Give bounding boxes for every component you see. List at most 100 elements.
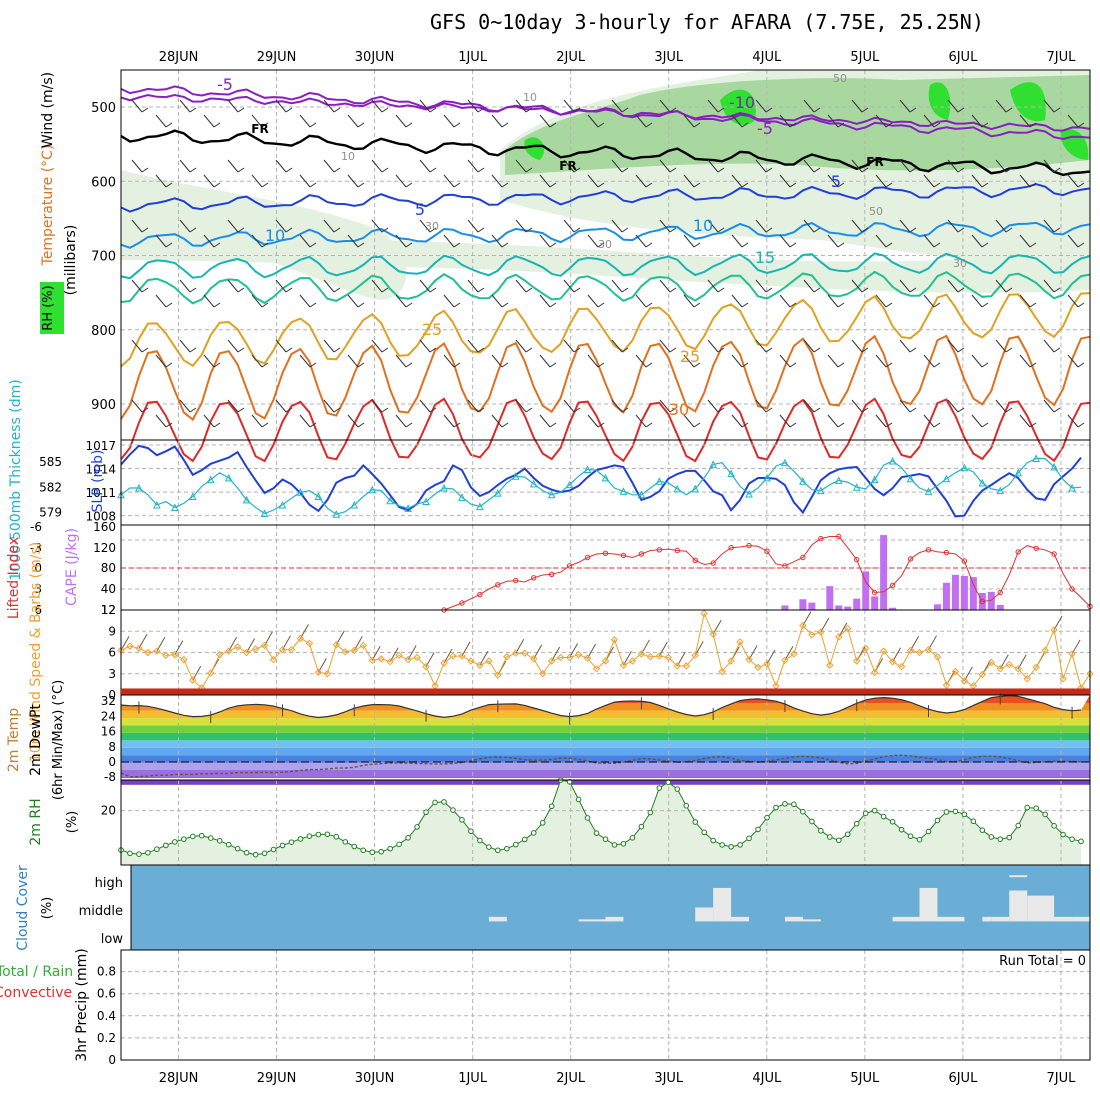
wind-barb-flag — [765, 407, 773, 413]
temp-color-band — [121, 703, 1090, 711]
wind-speed-marker — [996, 665, 1004, 673]
wind-speed-marker — [664, 653, 673, 662]
thickness-marker — [171, 503, 179, 511]
cloud-cover-bar — [1027, 895, 1055, 922]
date-label-bottom: 30JUN — [355, 1071, 395, 1086]
wind-barb — [155, 294, 167, 308]
wind-barb — [227, 159, 239, 173]
cape-bar — [942, 582, 950, 610]
rh-2m-marker — [710, 837, 716, 844]
wind-barb — [803, 399, 815, 413]
thickness-marker — [314, 492, 323, 500]
wind-barb-flag — [237, 107, 245, 113]
thickness-marker — [834, 476, 843, 484]
wind-barb-flag — [501, 362, 509, 368]
rh-contour-label: 30 — [598, 238, 612, 251]
wind-barb — [299, 114, 311, 128]
wind-barb — [563, 339, 575, 353]
rh-2m-marker — [791, 801, 797, 808]
wind-speed-marker — [673, 662, 681, 670]
rh-2m-marker — [351, 843, 358, 850]
thickness-marker — [709, 460, 717, 468]
wind-barb-flag — [789, 302, 797, 308]
lifted-index-marker — [638, 551, 645, 557]
wind-barb — [203, 174, 215, 188]
wind-barb-flag — [549, 242, 557, 248]
wind-barb-flag — [573, 287, 581, 293]
wind-speed-marker — [906, 646, 915, 655]
wind-tick-label: 3 — [108, 667, 116, 681]
isotherm-line — [120, 397, 1091, 463]
wind-barb-flag — [429, 227, 437, 233]
cloud-cover-bar — [991, 916, 1010, 922]
wind-speed-marker — [512, 649, 520, 657]
wind-barb-flag — [789, 242, 797, 248]
lifted-index-marker — [782, 563, 788, 569]
thickness-marker — [781, 458, 789, 467]
wind-barb-flag — [333, 107, 341, 113]
wind-barb-flag — [501, 422, 509, 428]
precip-panel: 0 0.2 0.4 0.6 0.8 Run Total = 0 Total / Rain Co… — [0, 948, 1091, 1067]
wind-speed-marker — [189, 676, 197, 684]
wind-barb-flag — [981, 182, 989, 188]
isotherm-label: -10 — [729, 93, 755, 112]
wind-barb-flag — [645, 242, 653, 248]
rh-shading — [524, 137, 545, 160]
thickness-marker — [924, 487, 933, 495]
wind-barb-flag — [1077, 182, 1085, 188]
wind-barb — [779, 414, 791, 428]
rh-contour-label: 30 — [425, 220, 439, 233]
rh-2m-marker — [584, 815, 591, 821]
wind-speed-marker — [978, 670, 987, 679]
wind-barb — [155, 114, 167, 128]
cape-bar — [853, 598, 861, 610]
rh-legend-swatch — [40, 282, 64, 334]
wind-barb — [707, 339, 719, 353]
wind-barb — [923, 354, 935, 368]
wind-barb-flag — [597, 302, 605, 308]
wind-barb-flag — [357, 122, 365, 128]
wind-barb-flag — [669, 407, 677, 413]
wind-barb-flag — [573, 407, 581, 413]
wind-speed-marker — [844, 624, 852, 633]
wind-barb — [899, 99, 911, 113]
lifted-index-marker — [513, 577, 519, 584]
precip-tick-label: 0 — [108, 1053, 116, 1067]
wind-barb — [635, 174, 647, 188]
wind-speed-marker — [485, 657, 493, 665]
wind-barb — [299, 174, 311, 188]
wind-speed-marker — [413, 653, 421, 662]
wind-barb — [371, 399, 383, 413]
wind-speed-marker — [215, 650, 224, 659]
thickness-marker — [476, 502, 484, 511]
wind-barb-flag — [381, 287, 389, 293]
wind-barb — [563, 99, 575, 113]
wind-barb-flag — [837, 122, 845, 128]
wind-barb — [635, 234, 647, 248]
wind-axis-label: Wind (m/s) — [40, 72, 56, 148]
wind-barb-flag — [189, 227, 197, 233]
thickness-marker — [386, 496, 394, 505]
wind-barb — [419, 339, 431, 353]
isotherm-line — [120, 292, 1091, 368]
wind-barb-flag — [837, 302, 845, 308]
wind-barb — [947, 279, 959, 293]
stability-panel: -6 -3 0 3 6 12 40 80 120 160 Lifted Index CAPE (J/k… — [6, 520, 1093, 619]
rh-2m-marker — [1069, 836, 1075, 842]
run-total-label: Run Total = 0 — [999, 954, 1086, 969]
wind-barb-flag — [1005, 227, 1013, 233]
wind-speed-marker — [987, 658, 996, 667]
wind-barb — [419, 399, 431, 413]
wind-barb-flag — [693, 182, 701, 188]
wind-barb-flag — [765, 347, 773, 353]
temp-color-band — [121, 747, 1090, 756]
rh-2m-axis-label: 2m RH — [28, 798, 44, 845]
wind-barb-flag — [741, 362, 749, 368]
rh-2m-marker — [252, 851, 259, 858]
wind-barb — [707, 159, 719, 173]
cloud-cover-bar — [1072, 916, 1090, 922]
wind-barb — [1067, 234, 1079, 248]
wind-barb — [131, 339, 143, 353]
wind-barb — [251, 354, 263, 368]
rh-2m-marker — [907, 833, 914, 839]
